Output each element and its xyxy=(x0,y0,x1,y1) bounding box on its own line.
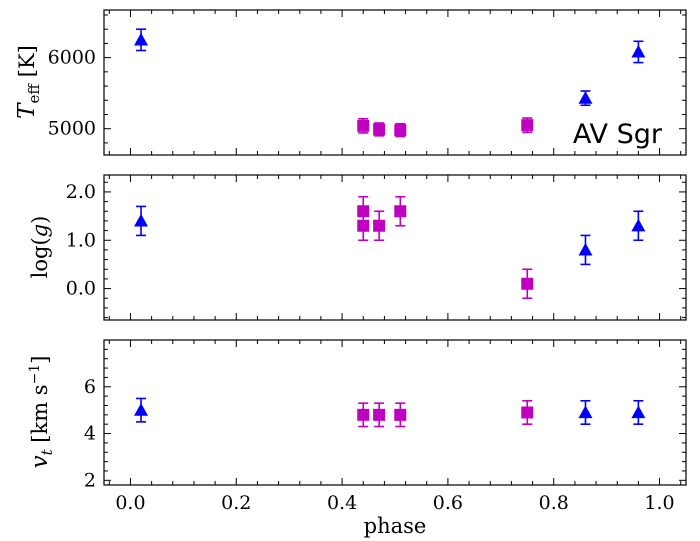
teff-errorbars xyxy=(136,28,644,138)
vt-panel: 0.0 0.2 0.4 0.6 0.8 1.0 2 4 6 vt [km s−1] xyxy=(27,339,687,514)
triangle-marker xyxy=(134,213,149,227)
square-marker xyxy=(521,277,534,290)
logg-axis-label: log(g) xyxy=(28,216,52,279)
triangle-marker xyxy=(631,44,646,58)
logg-errorbars xyxy=(136,195,644,300)
square-marker xyxy=(394,124,407,137)
y-tick-label: 1.0 xyxy=(66,229,96,251)
triangle-marker xyxy=(578,91,593,104)
square-marker xyxy=(521,406,534,419)
vt-ticks: 0.0 0.2 0.4 0.6 0.8 1.0 2 4 6 xyxy=(84,339,686,514)
teff-markers xyxy=(134,32,646,137)
x-axis-label: phase xyxy=(364,514,427,538)
triangle-marker xyxy=(134,403,149,416)
x-tick-label: 0.2 xyxy=(221,492,251,514)
logg-panel-frame xyxy=(103,174,687,321)
logg-ticks: 0.0 1.0 2.0 xyxy=(66,175,686,320)
vt-axis-label: vt [km s−1] xyxy=(27,356,56,469)
y-tick-label: 4 xyxy=(84,423,96,445)
square-marker xyxy=(394,205,407,218)
vt-panel-frame xyxy=(103,339,687,486)
teff-panel-frame xyxy=(103,9,687,156)
triangle-marker xyxy=(578,405,593,419)
vt-markers xyxy=(134,403,646,421)
square-marker xyxy=(373,408,386,421)
square-marker xyxy=(357,119,370,132)
teff-panel: 5000 6000 AV Sgr Teff [K] xyxy=(14,9,687,156)
square-marker xyxy=(394,408,407,421)
x-tick-label: 0.0 xyxy=(115,492,145,514)
square-marker xyxy=(373,219,386,232)
x-tick-label: 0.4 xyxy=(327,492,357,514)
vt-errorbars xyxy=(136,397,644,428)
y-tick-label: 6 xyxy=(84,376,96,398)
square-marker xyxy=(357,219,370,232)
y-tick-label: 2 xyxy=(84,469,96,491)
square-marker xyxy=(521,119,534,132)
x-tick-label: 1.0 xyxy=(644,492,674,514)
triangle-marker xyxy=(134,32,149,46)
teff-axis-label: Teff [K] xyxy=(14,45,43,119)
square-marker xyxy=(357,205,370,218)
teff-ticks: 5000 6000 xyxy=(48,10,686,155)
star-name-annotation: AV Sgr xyxy=(573,119,663,150)
triangle-marker xyxy=(631,218,646,232)
x-tick-label: 0.8 xyxy=(539,492,569,514)
square-marker xyxy=(373,123,386,136)
y-tick-label: 5000 xyxy=(48,118,96,140)
y-tick-label: 2.0 xyxy=(66,181,96,203)
logg-markers xyxy=(134,205,646,290)
y-tick-label: 6000 xyxy=(48,47,96,69)
logg-panel: 0.0 1.0 2.0 log(g) xyxy=(28,174,687,321)
y-tick-label: 0.0 xyxy=(66,278,96,300)
square-marker xyxy=(357,408,370,421)
triangle-marker xyxy=(631,405,646,419)
triangle-marker xyxy=(578,242,593,256)
x-tick-label: 0.6 xyxy=(433,492,463,514)
